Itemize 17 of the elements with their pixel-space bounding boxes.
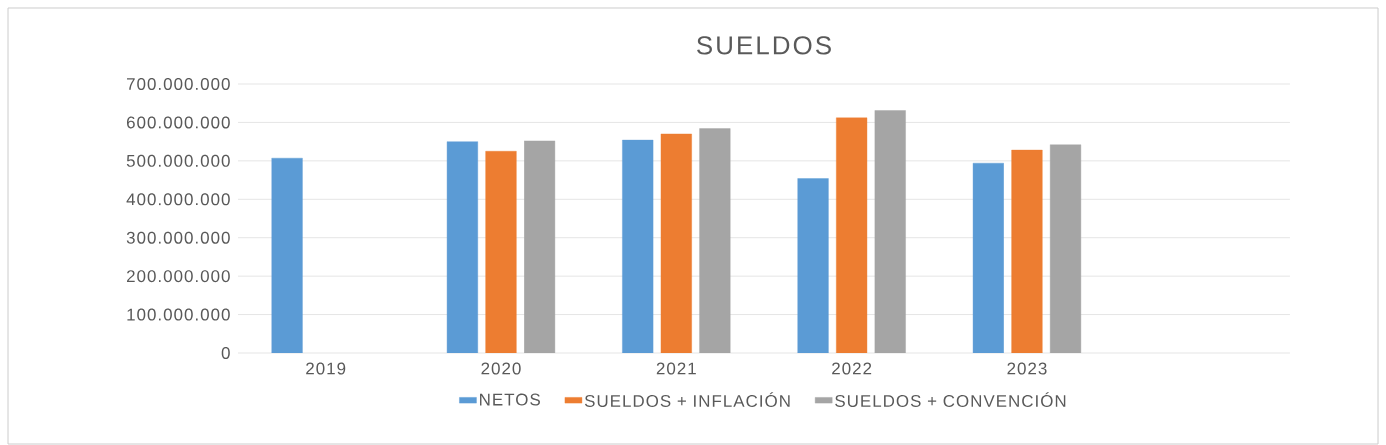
y-tick-label: 200.000.000 bbox=[126, 270, 230, 283]
y-tick-label: 700.000.000 bbox=[127, 78, 230, 91]
legend-label: SUELDOS + CONVENCIÓN bbox=[835, 392, 1066, 408]
legend-label: NETOS bbox=[480, 393, 540, 406]
y-tick-label: 100.000.000 bbox=[127, 308, 230, 321]
x-tick-label: 2023 bbox=[1007, 362, 1047, 375]
chart-title: SUELDOS bbox=[697, 36, 831, 55]
legend-label: SUELDOS + INFLACIÓN bbox=[584, 392, 790, 408]
x-tick-label: 2019 bbox=[306, 362, 346, 375]
x-tick-label: 2020 bbox=[481, 362, 521, 375]
y-tick-label: 600.000.000 bbox=[126, 116, 230, 129]
y-tick-label: 0 bbox=[221, 347, 230, 359]
x-tick-label: 2022 bbox=[832, 362, 872, 375]
y-tick-label: 400.000.000 bbox=[126, 193, 230, 206]
y-tick-label: 300.000.000 bbox=[126, 231, 230, 244]
x-tick-label: 2021 bbox=[656, 362, 696, 375]
y-tick-label: 500.000.000 bbox=[126, 154, 230, 167]
